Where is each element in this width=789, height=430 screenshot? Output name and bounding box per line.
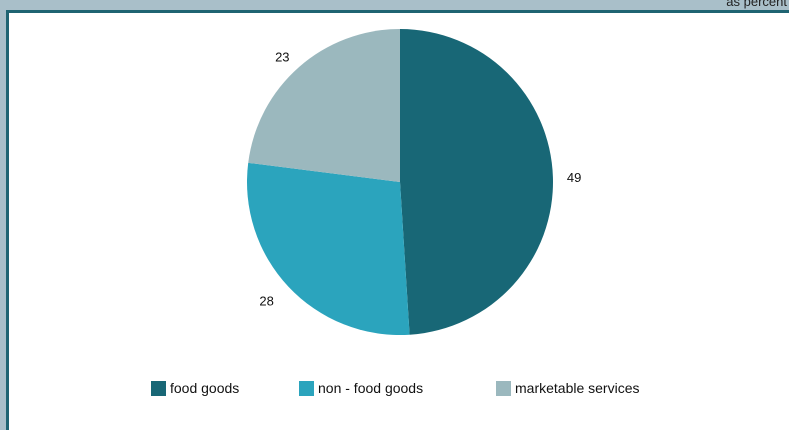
legend-item-marketable-services: marketable services (496, 380, 640, 396)
legend-label-marketable-services: marketable services (515, 380, 640, 396)
legend-swatch-non-food-goods (299, 380, 314, 396)
pie-slice-food-goods (400, 29, 554, 335)
legend-swatch-food-goods (151, 380, 166, 396)
data-label-non-food-goods: 28 (259, 293, 273, 308)
pie-slice-non-food-goods (246, 162, 410, 335)
data-label-marketable-services: 23 (275, 50, 289, 65)
legend-label-non-food-goods: non - food goods (318, 380, 424, 396)
pie-slice-marketable-services (248, 29, 400, 182)
legend-item-non-food-goods: non - food goods (299, 380, 423, 396)
data-label-food-goods: 49 (567, 170, 581, 185)
legend-label-food-goods: food goods (170, 380, 240, 396)
pie-chart: 49 28 23 (246, 29, 581, 335)
legend-swatch-marketable-services (496, 380, 511, 396)
units-note: as percent (726, 0, 787, 9)
chart-panel: 49 28 23 food goods non - food goods marke… (6, 10, 789, 430)
legend-item-food-goods: food goods (151, 380, 239, 396)
chart-legend: food goods non - food goods marketable s… (9, 380, 789, 404)
